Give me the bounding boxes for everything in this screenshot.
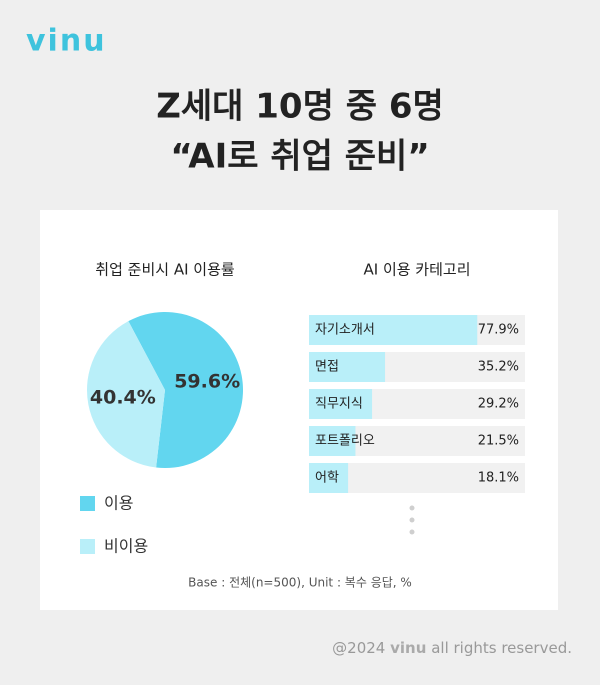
bar <box>309 426 356 456</box>
pie-slice <box>128 312 244 468</box>
chart-title: 취업 준비시 AI 이용률 <box>95 261 235 279</box>
legend-label: 이용 <box>104 494 133 513</box>
chart-title: AI 이용 카테고리 <box>363 261 470 279</box>
copyright: @2024 <box>332 639 385 657</box>
legend-swatch <box>80 539 95 554</box>
value-label: 18.1% <box>478 471 519 486</box>
footer: @2024 vinu all rights reserved. <box>332 639 572 657</box>
note: Base : 전체(n=500), Unit : 복수 응답, % <box>188 576 412 590</box>
bar <box>309 352 386 382</box>
bar <box>309 463 349 493</box>
pie-slice <box>86 321 165 468</box>
legend-swatch <box>80 496 95 511</box>
bar <box>309 315 478 345</box>
value-label: 40.4% <box>90 386 156 408</box>
category-label: 자기소개서 <box>315 323 375 338</box>
headline: “AI로 취업 준비” <box>170 137 429 177</box>
category-label: 포트폴리오 <box>315 434 375 449</box>
value-label: 29.2% <box>478 397 519 412</box>
logo: vinu <box>26 24 107 59</box>
bar <box>309 389 373 419</box>
category-label: 직무지식 <box>315 397 363 412</box>
rights: all rights reserved. <box>431 639 572 657</box>
footer-brand: vinu <box>390 639 426 657</box>
category-label: 면접 <box>315 360 339 375</box>
ellipsis <box>409 505 415 535</box>
value-label: 77.9% <box>478 323 519 338</box>
value-label: 59.6% <box>174 371 240 393</box>
legend-label: 비이용 <box>104 537 148 556</box>
headline: Z세대 10명 중 6명 <box>156 87 444 127</box>
value-label: 35.2% <box>478 360 519 375</box>
category-label: 어학 <box>315 471 339 486</box>
value-label: 21.5% <box>478 434 519 449</box>
